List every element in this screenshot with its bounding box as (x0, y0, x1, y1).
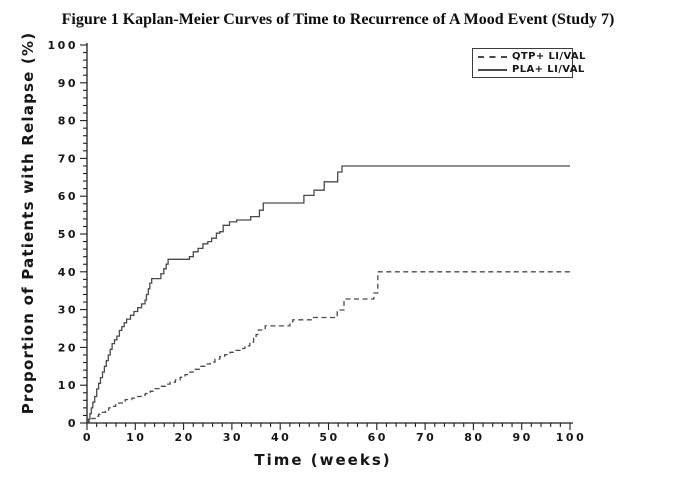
legend: QTP+ LI/VAL PLA+ LI/VAL (472, 48, 585, 78)
svg-text:30: 30 (58, 304, 78, 317)
svg-text:10: 10 (126, 431, 146, 444)
x-tick-labels: 0 10 20 30 40 50 60 70 80 90 100 (83, 431, 586, 444)
svg-text:60: 60 (58, 190, 78, 203)
km-curve-pla (87, 165, 570, 424)
figure-title: Figure 1 Kaplan-Meier Curves of Time to … (61, 11, 615, 28)
solid-line-icon (478, 68, 507, 71)
legend-label-qtp: QTP+ LI/VAL (512, 51, 586, 62)
svg-text:70: 70 (416, 431, 436, 444)
km-curve-qtp (87, 271, 570, 424)
axis-ticks (80, 44, 571, 430)
svg-text:80: 80 (464, 431, 484, 444)
svg-text:100: 100 (556, 431, 586, 444)
legend-label-pla: PLA+ LI/VAL (512, 64, 585, 75)
svg-text:80: 80 (58, 115, 78, 128)
svg-text:40: 40 (271, 431, 291, 444)
svg-text:70: 70 (58, 152, 78, 165)
svg-text:90: 90 (513, 431, 533, 444)
svg-text:50: 50 (58, 228, 78, 241)
svg-text:90: 90 (58, 77, 78, 90)
x-axis-title: Time (weeks) (254, 451, 392, 469)
svg-text:10: 10 (58, 379, 78, 392)
y-tick-labels: 0 10 20 30 40 50 60 70 80 90 100 (48, 39, 78, 430)
svg-text:0: 0 (68, 417, 78, 430)
dashed-line-icon (478, 55, 507, 58)
svg-text:40: 40 (58, 266, 78, 279)
svg-text:100: 100 (48, 39, 78, 52)
svg-text:20: 20 (174, 431, 194, 444)
svg-text:20: 20 (58, 341, 78, 354)
axes (86, 43, 573, 424)
svg-text:0: 0 (83, 431, 93, 444)
svg-text:50: 50 (319, 431, 339, 444)
svg-text:60: 60 (368, 431, 388, 444)
legend-item-pla: PLA+ LI/VAL (478, 64, 584, 75)
legend-item-qtp: QTP+ LI/VAL (478, 51, 585, 62)
svg-text:30: 30 (223, 431, 243, 444)
